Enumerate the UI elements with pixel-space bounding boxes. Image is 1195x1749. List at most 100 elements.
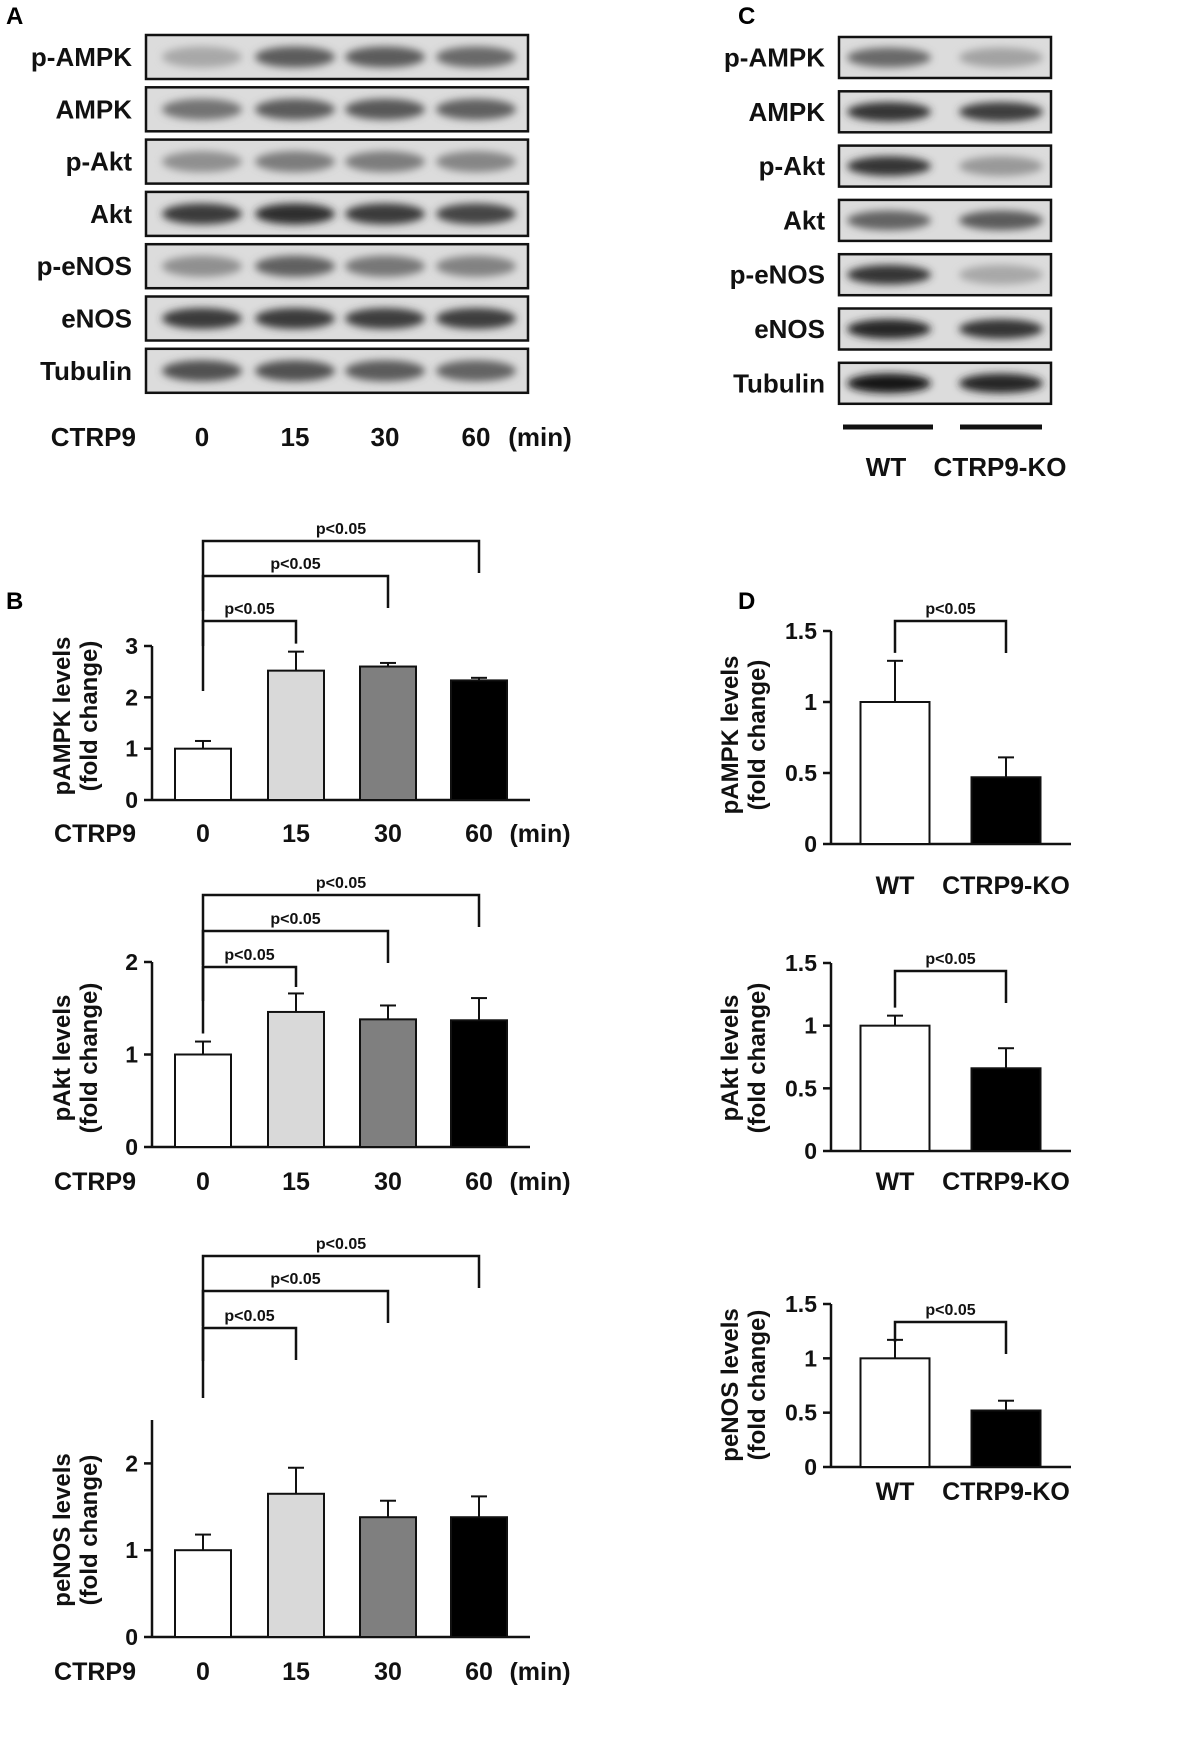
bar xyxy=(859,701,931,845)
category-label: CTRP9-KO xyxy=(942,1478,1070,1506)
significance-label: p<0.05 xyxy=(925,601,975,618)
significance-label: p<0.05 xyxy=(224,947,274,964)
y-axis-label-line: (fold change) xyxy=(744,983,771,1134)
blot-band xyxy=(345,46,425,68)
y-axis-label: pAkt levels (fold change) xyxy=(717,983,771,1134)
y-tick-label: 0.5 xyxy=(785,1400,817,1426)
blot-band xyxy=(345,203,425,225)
category-label: 60 xyxy=(465,1658,493,1686)
bar xyxy=(450,679,508,801)
x-prefix-label: CTRP9 xyxy=(54,1658,136,1686)
bar xyxy=(267,1492,325,1639)
y-tick-label: 1.5 xyxy=(785,618,817,644)
blot-band xyxy=(959,210,1043,231)
bar-chart-5: 0 0.5 1 1.5 WT CTRP9-KO p<0.05 peNOS levels (fol… xyxy=(717,1291,1071,1506)
y-tick-label: 1 xyxy=(125,1537,138,1563)
y-tick-label: 1 xyxy=(804,1345,817,1371)
significance-bracket xyxy=(893,619,1008,653)
bar xyxy=(970,1067,1042,1153)
blot-band xyxy=(847,319,931,339)
bar xyxy=(359,1516,417,1638)
group-label: WT xyxy=(866,452,907,482)
category-label: WT xyxy=(876,872,915,900)
band-label: eNOS xyxy=(754,314,825,344)
y-axis-label-line: peNOS levels xyxy=(717,1308,744,1461)
blot-band xyxy=(162,203,242,225)
blot-band xyxy=(436,46,516,68)
blot-band xyxy=(255,360,335,382)
y-axis-label: pAMPK levels (fold change) xyxy=(717,656,771,815)
blot-band xyxy=(345,98,425,120)
significance-bracket xyxy=(201,619,298,691)
blot-band xyxy=(255,307,335,330)
significance-bracket xyxy=(201,539,481,611)
blot-band xyxy=(959,264,1043,285)
significance-bracket xyxy=(893,1320,1008,1354)
blot-band xyxy=(162,151,242,173)
significance-label: p<0.05 xyxy=(270,1271,320,1288)
bar xyxy=(970,1409,1042,1468)
y-axis-label: peNOS levels (fold change) xyxy=(717,1308,771,1461)
y-axis-label-line: peNOS levels xyxy=(49,1453,76,1606)
blot-band xyxy=(959,319,1043,339)
blot-band xyxy=(255,255,335,277)
x-unit-label: (min) xyxy=(509,1658,570,1686)
blot-band xyxy=(847,373,931,394)
significance-label: p<0.05 xyxy=(270,556,320,573)
category-label: 0 xyxy=(196,1658,210,1686)
band-label: p-Akt xyxy=(759,151,826,181)
y-tick-label: 1 xyxy=(804,1013,817,1039)
bar xyxy=(174,1549,232,1638)
band-label: eNOS xyxy=(61,304,132,334)
category-label: CTRP9-KO xyxy=(942,872,1070,900)
significance-label: p<0.05 xyxy=(316,875,366,892)
band-label: Tubulin xyxy=(40,356,132,386)
y-axis-label-line: pAMPK levels xyxy=(49,637,76,796)
blot-band xyxy=(436,255,516,277)
category-label: 0 xyxy=(196,1168,210,1196)
blot-band xyxy=(847,264,931,285)
category-label: WT xyxy=(876,1168,915,1196)
lane-label: 15 xyxy=(281,422,310,452)
blot-band xyxy=(436,98,516,120)
blot-band xyxy=(255,203,335,225)
group-label: CTRP9-KO xyxy=(934,452,1067,482)
x-prefix-label: CTRP9 xyxy=(54,1168,136,1196)
significance-bracket xyxy=(201,929,390,1001)
blot-band xyxy=(959,47,1043,68)
lane-label: 30 xyxy=(371,422,400,452)
y-tick-label: 0 xyxy=(125,1624,138,1650)
panel-label-d: D xyxy=(738,588,755,615)
lane-label: 0 xyxy=(195,422,209,452)
category-label: 30 xyxy=(374,820,402,848)
y-tick-label: 1 xyxy=(125,736,138,762)
blot-band xyxy=(436,203,516,225)
y-axis-label-line: pAkt levels xyxy=(717,995,744,1122)
y-axis-label-line: pAkt levels xyxy=(49,995,76,1122)
bar xyxy=(267,669,325,802)
western-blot-panel-a: p-AMPK AMPK p-Akt Akt p-eNOS eNOS Tubulin CTRP9… xyxy=(31,33,572,452)
bar xyxy=(359,1018,417,1148)
significance-bracket xyxy=(893,969,1008,1008)
category-label: CTRP9-KO xyxy=(942,1168,1070,1196)
panel-label-a: A xyxy=(6,3,23,30)
blot-band xyxy=(345,151,425,173)
band-label: Tubulin xyxy=(733,368,825,398)
bar xyxy=(859,1357,931,1469)
x-unit-label: (min) xyxy=(509,1168,570,1196)
band-label: Akt xyxy=(90,199,132,229)
bar xyxy=(450,1019,508,1149)
category-label: WT xyxy=(876,1478,915,1506)
y-axis-label-line: (fold change) xyxy=(744,660,771,811)
band-label: Akt xyxy=(783,205,825,235)
blot-band xyxy=(436,151,516,173)
y-tick-label: 0.5 xyxy=(785,760,817,786)
y-axis-label-line: (fold change) xyxy=(744,1310,771,1461)
band-label: p-eNOS xyxy=(37,251,132,281)
bar-chart-2: 0 1 2 0 15 30 60 CTRP9 (min) p<0.05 p<0.05 p<0.05 pe… xyxy=(49,1236,571,1686)
blot-band xyxy=(162,360,242,382)
blot-band xyxy=(162,307,242,330)
y-tick-label: 0 xyxy=(804,1454,817,1480)
y-tick-label: 0 xyxy=(125,1134,138,1160)
